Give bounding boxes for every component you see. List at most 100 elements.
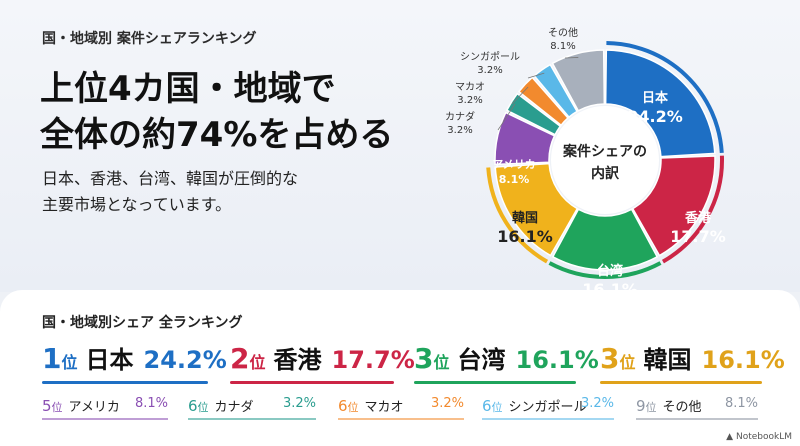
ranking-panel: 国・地域別シェア 全ランキング 1位 日本 24.2% 2位 香港 17.7% 3位 台湾 16… bbox=[0, 290, 800, 446]
rank-share: 3.2% bbox=[282, 396, 316, 411]
subtext-line-1: 日本、香港、台湾、韓国が圧倒的な bbox=[42, 169, 299, 188]
top-rank-3: 3位 韓国 16.1% bbox=[600, 340, 785, 384]
pie-label-value-5: 3.2% bbox=[447, 125, 472, 136]
pie-slice-3 bbox=[494, 162, 579, 257]
pie-center-title-1: 内訳 bbox=[591, 165, 620, 182]
rank-name: 香港 bbox=[273, 346, 322, 374]
pie-label-value-7: 3.2% bbox=[477, 65, 502, 76]
pie-leader-line-5 bbox=[497, 103, 516, 131]
top-rank-2: 3位 台湾 16.1% bbox=[414, 340, 599, 384]
pie-label-name-3: 韓国 bbox=[512, 210, 538, 226]
rank-number: 6 bbox=[338, 397, 348, 415]
rank-share: 16.1% bbox=[515, 346, 599, 374]
headline-line-1: 上位4カ国・地域で bbox=[40, 69, 336, 109]
rank-number: 5 bbox=[42, 397, 52, 415]
rank-suffix: 位 bbox=[619, 353, 636, 372]
pie-label-name-6: マカオ bbox=[455, 81, 485, 93]
rank-share: 8.1% bbox=[134, 396, 168, 411]
subtext: 日本、香港、台湾、韓国が圧倒的な 主要市場となっています。 bbox=[42, 166, 298, 218]
pie-leader-line-7 bbox=[527, 72, 545, 79]
pie-label-value-4: 8.1% bbox=[499, 173, 530, 186]
rank-suffix: 位 bbox=[645, 401, 657, 414]
rank-underline bbox=[188, 418, 316, 420]
pie-label-value-6: 3.2% bbox=[457, 95, 482, 106]
rank-suffix: 位 bbox=[249, 353, 266, 372]
rank-underline bbox=[42, 381, 208, 384]
logo-text: NotebookLM bbox=[735, 432, 792, 442]
rank-label: 1位 日本 24.2% bbox=[42, 342, 227, 375]
pie-center-title-0: 案件シェアの bbox=[562, 143, 647, 160]
pie-label-name-0: 日本 bbox=[642, 90, 668, 106]
pie-slice-6 bbox=[517, 76, 570, 127]
rank-suffix: 位 bbox=[61, 353, 78, 372]
notebooklm-logo: ▲ NotebookLM bbox=[726, 432, 792, 442]
pie-label-value-8: 8.1% bbox=[550, 41, 575, 52]
rank-underline bbox=[636, 418, 758, 420]
rank-underline bbox=[414, 381, 576, 384]
pie-slice-5 bbox=[505, 92, 562, 136]
rank-item-4: 9位 その他 8.1% bbox=[636, 396, 758, 420]
rank-number: 1 bbox=[42, 342, 62, 375]
rank-number: 6 bbox=[482, 397, 492, 415]
pie-leader-line-8 bbox=[564, 57, 579, 59]
pie-label-name-4: アメリカ bbox=[492, 158, 535, 171]
rank-suffix: 位 bbox=[491, 401, 503, 414]
rank-suffix: 位 bbox=[197, 401, 209, 414]
pie-outer-arc-2 bbox=[548, 261, 662, 279]
rank-name: シンガポール bbox=[508, 400, 587, 415]
ranking-title: 国・地域別シェア 全ランキング bbox=[42, 315, 243, 331]
rank-label: 2位 香港 17.7% bbox=[230, 342, 415, 375]
rank-item-2: 6位 マカオ 3.2% bbox=[338, 396, 464, 420]
headline-line-2: 全体の約74%を占める bbox=[40, 115, 394, 155]
rank-underline bbox=[338, 418, 464, 420]
top-rank-0: 1位 日本 24.2% bbox=[42, 340, 227, 384]
pie-label-name-2: 台湾 bbox=[597, 263, 623, 279]
pie-label-value-2: 16.1% bbox=[582, 280, 638, 292]
rank-share: 24.2% bbox=[143, 346, 227, 374]
pie-label-name-8: その他 bbox=[548, 26, 578, 39]
rank-share: 16.1% bbox=[701, 346, 785, 374]
pie-slice-4 bbox=[494, 111, 556, 166]
rank-name: カナダ bbox=[214, 400, 254, 415]
rank-name: 韓国 bbox=[643, 346, 692, 374]
pie-leader-line-6 bbox=[511, 86, 529, 105]
rank-number: 3 bbox=[414, 342, 434, 375]
pie-label-value-3: 16.1% bbox=[497, 227, 553, 246]
rank-item-0: 5位 アメリカ 8.1% bbox=[42, 396, 168, 420]
rank-label: 3位 韓国 16.1% bbox=[600, 342, 785, 375]
rank-name: マカオ bbox=[364, 400, 404, 415]
rank-name: 台湾 bbox=[457, 346, 506, 374]
pie-outer-arc-3 bbox=[486, 167, 549, 264]
rank-suffix: 位 bbox=[51, 401, 63, 414]
rank-number: 9 bbox=[636, 397, 646, 415]
pie-outer-arc-1 bbox=[661, 155, 724, 264]
rank-label: 3位 台湾 16.1% bbox=[414, 342, 599, 375]
rank-name: その他 bbox=[662, 400, 702, 415]
pie-label-value-1: 17.7% bbox=[670, 227, 726, 246]
pie-center bbox=[551, 106, 659, 214]
pie-label-name-1: 香港 bbox=[684, 210, 712, 226]
rank-suffix: 位 bbox=[347, 401, 359, 414]
rank-item-3: 6位 シンガポール 3.2% bbox=[482, 396, 614, 420]
rank-item-1: 6位 カナダ 3.2% bbox=[188, 396, 316, 420]
hero-section: 国・地域別 案件シェアランキング 上位4カ国・地域で 全体の約74%を占める 日… bbox=[0, 0, 800, 292]
pie-slice-7 bbox=[533, 63, 579, 119]
rank-underline bbox=[600, 381, 762, 384]
rank-name: アメリカ bbox=[68, 400, 120, 415]
rank-number: 6 bbox=[188, 397, 198, 415]
rank-share: 8.1% bbox=[724, 396, 758, 411]
pie-slice-1 bbox=[631, 155, 716, 257]
rank-share: 3.2% bbox=[580, 396, 614, 411]
pie-label-name-5: カナダ bbox=[445, 110, 475, 123]
pie-label-name-7: シンガポール bbox=[460, 51, 520, 63]
rank-number: 2 bbox=[230, 342, 250, 375]
top-rank-1: 2位 香港 17.7% bbox=[230, 340, 415, 384]
rank-share: 17.7% bbox=[331, 346, 415, 374]
rank-share: 3.2% bbox=[430, 396, 464, 411]
rank-name: 日本 bbox=[85, 346, 134, 374]
pie-outer-arc-0 bbox=[606, 41, 724, 154]
rank-underline bbox=[42, 418, 168, 420]
rank-suffix: 位 bbox=[433, 353, 450, 372]
share-donut-chart: 日本24.2%香港17.7%台湾16.1%韓国16.1%アメリカ8.1%カナダ3… bbox=[445, 26, 726, 292]
rank-underline bbox=[230, 381, 394, 384]
